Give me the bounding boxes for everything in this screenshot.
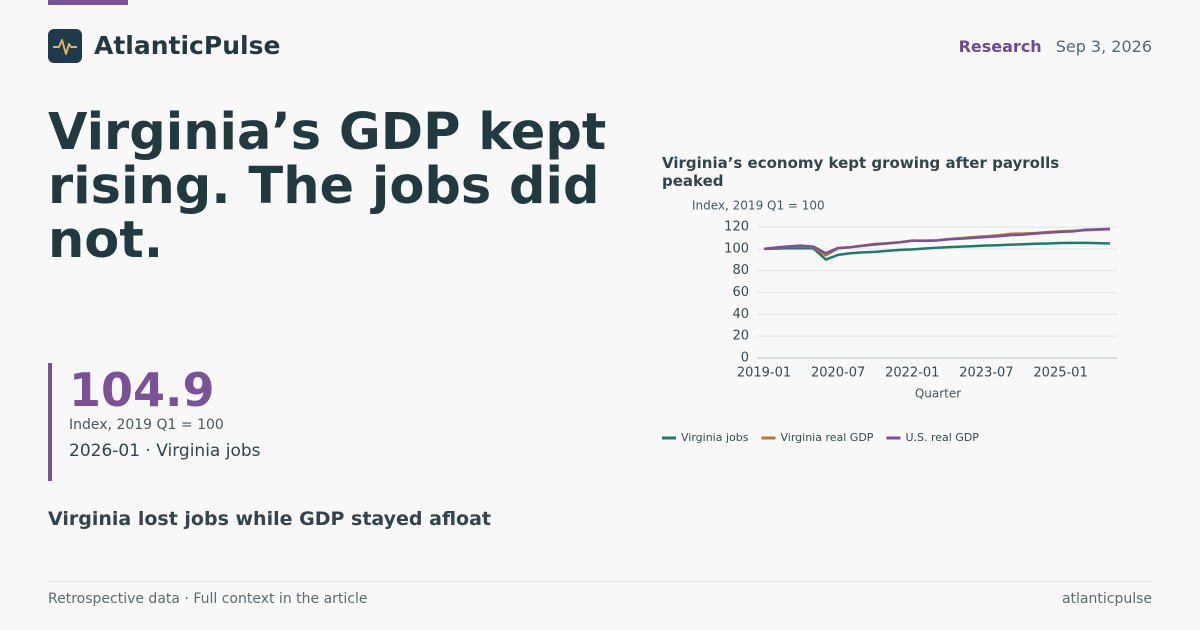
date: Sep 3, 2026	[1055, 37, 1152, 56]
logo	[48, 29, 82, 63]
stat-note: Index, 2019 Q1 = 100	[69, 417, 224, 433]
y-axis-label: Index, 2019 Q1 = 100	[692, 199, 825, 213]
y-tick-label: 120	[724, 220, 749, 235]
x-tick-label: 2019-01	[737, 366, 791, 381]
y-tick-label: 80	[732, 263, 749, 278]
y-tick-label: 20	[732, 329, 749, 344]
nav: Research Sep 3, 2026	[959, 37, 1152, 56]
subhead: Virginia lost jobs while GDP stayed aflo…	[48, 508, 491, 530]
chart-title: Virginia’s economy kept growing after pa…	[662, 154, 1060, 190]
accent-bar	[48, 0, 128, 5]
y-tick-label: 100	[724, 241, 749, 256]
y-tick-label: 0	[741, 351, 749, 366]
brand[interactable]: AtlanticPulse	[94, 31, 281, 60]
divider	[48, 581, 1152, 582]
series-line	[763, 241, 1111, 261]
stat-label: 2026-01 · Virginia jobs	[69, 441, 261, 461]
x-tick-label: 2025-01	[1033, 366, 1087, 381]
section-link[interactable]: Research	[958, 37, 1042, 56]
legend-label: U.S. real GDP	[905, 431, 979, 444]
footer-site: atlanticpulse	[1061, 591, 1152, 607]
x-tick-label: 2022-01	[885, 366, 939, 381]
legend-label: Virginia real GDP	[780, 431, 873, 444]
headline: Virginia’s GDP kept rising. The jobs did…	[48, 103, 607, 270]
chart: Virginia’s economy kept growing after pa…	[662, 154, 1117, 444]
series-line	[763, 227, 1111, 255]
y-tick-label: 60	[732, 285, 749, 300]
x-tick-label: 2020-07	[811, 366, 865, 381]
legend-label: Virginia jobs	[681, 431, 749, 444]
x-tick-label: 2023-07	[959, 366, 1013, 381]
x-axis-label: Quarter	[915, 387, 961, 401]
stat-value: 104.9	[69, 363, 215, 417]
footer-note: Retrospective data · Full context in the…	[48, 591, 368, 607]
stat: 104.9 Index, 2019 Q1 = 100 2026-01 · Vir…	[48, 363, 261, 481]
chart-title-box: Virginia’s economy kept growing after pa…	[662, 154, 1060, 190]
y-tick-label: 40	[732, 307, 749, 322]
